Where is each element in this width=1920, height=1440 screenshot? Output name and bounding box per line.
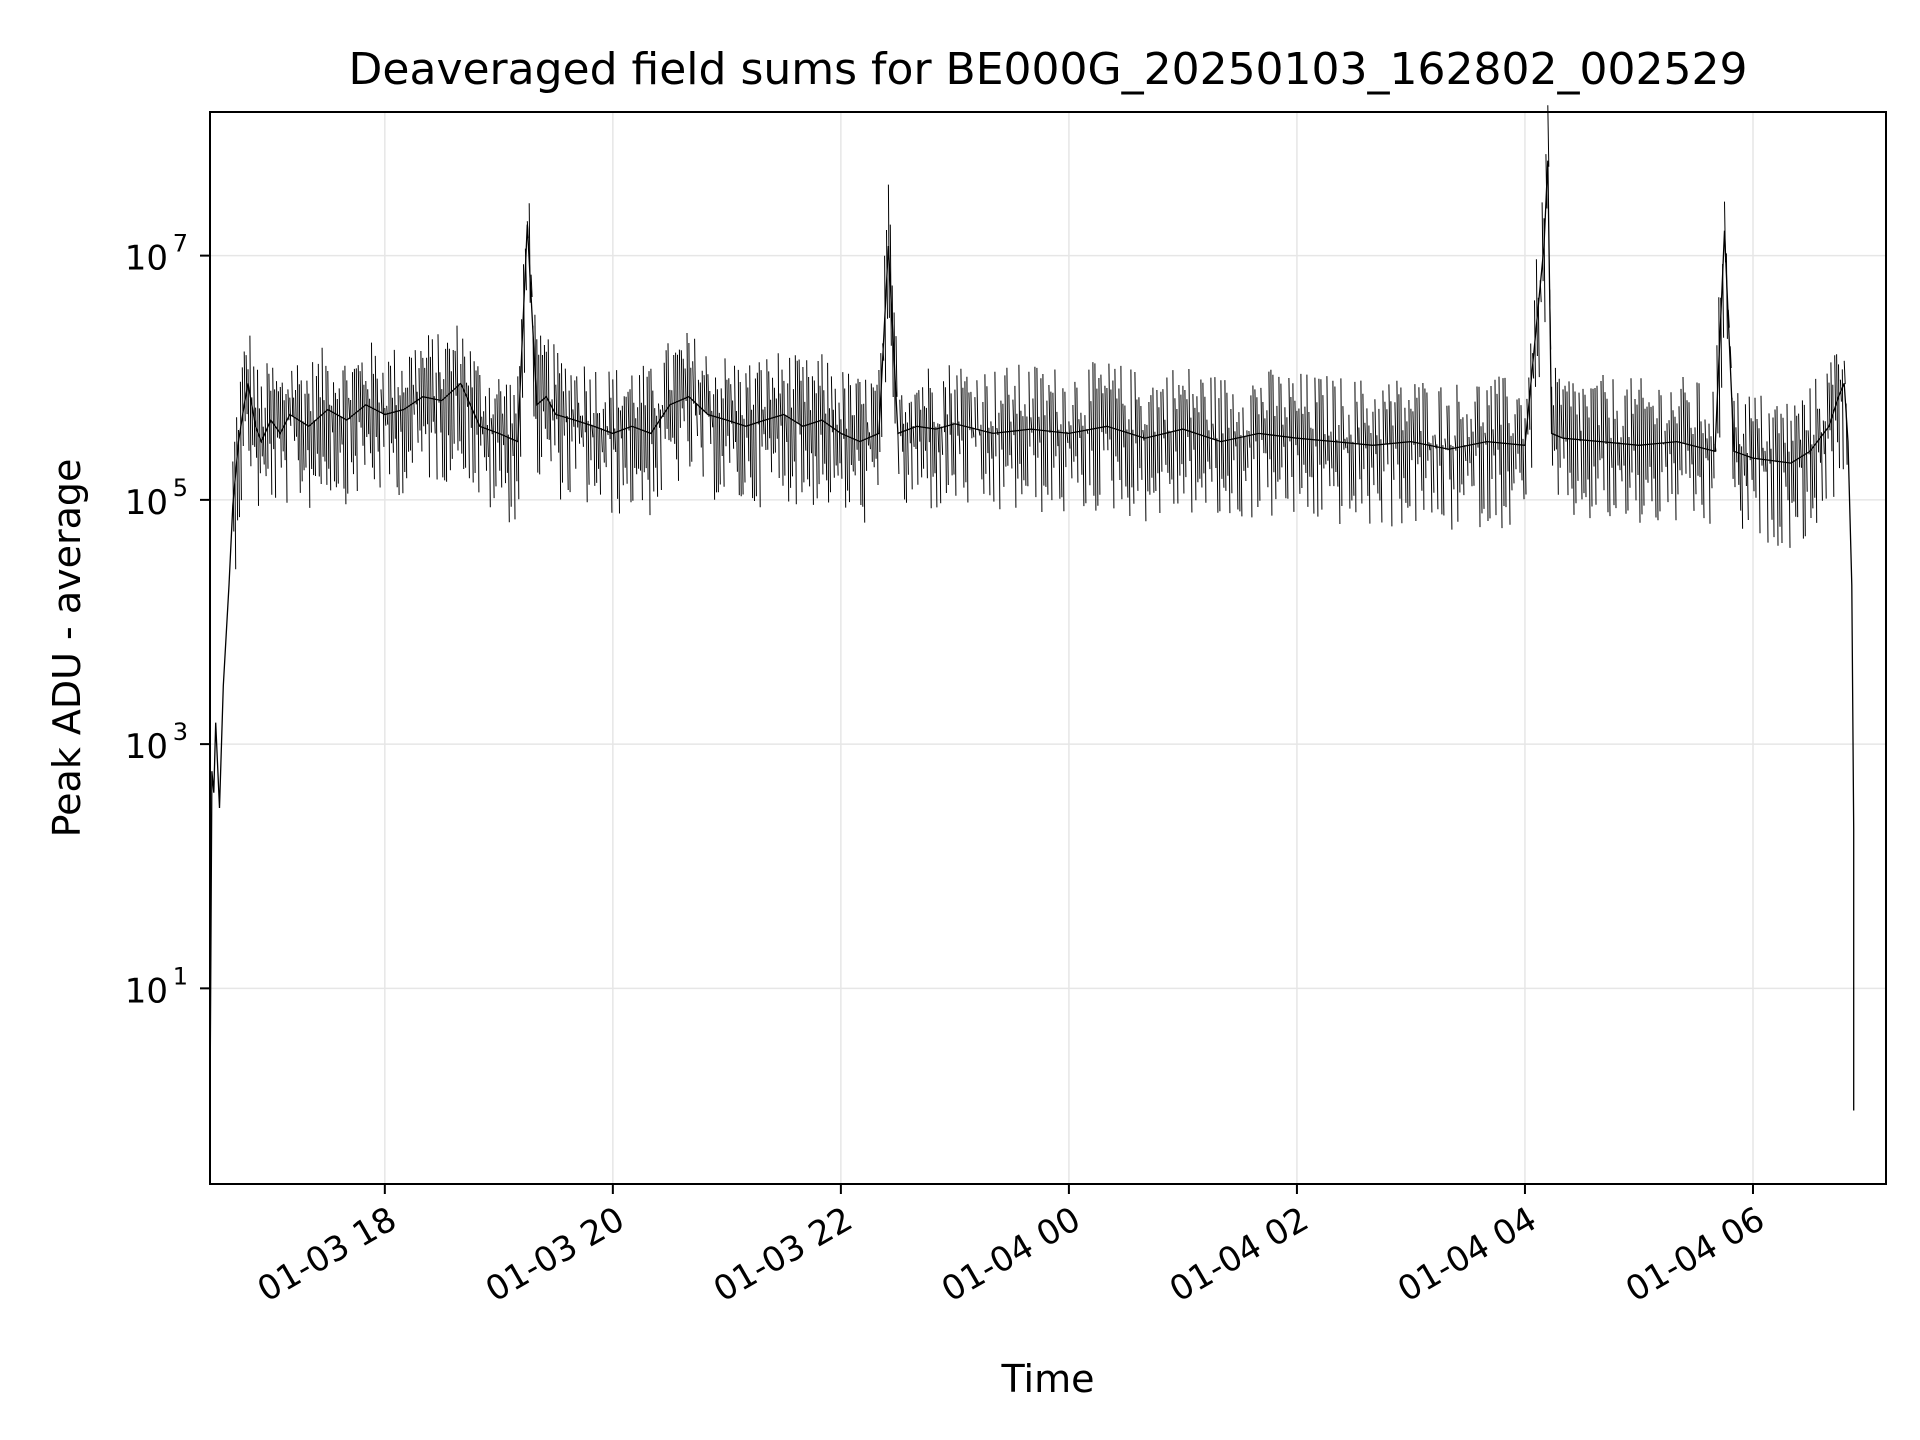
x-axis-label: Time bbox=[1001, 1357, 1095, 1401]
y-tick-exponent: 5 bbox=[173, 474, 188, 502]
plot-frame bbox=[209, 111, 1887, 1185]
chart-title: Deaveraged field sums for BE000G_2025010… bbox=[349, 44, 1748, 95]
y-tick-label: 10 bbox=[125, 483, 168, 523]
series-line bbox=[209, 160, 1855, 1111]
grid-lines bbox=[210, 112, 1886, 1184]
y-tick-exponent: 3 bbox=[173, 718, 188, 746]
y-tick-label: 10 bbox=[125, 727, 168, 767]
y-tick-exponent: 1 bbox=[173, 962, 188, 990]
y-axis-label: Peak ADU - average bbox=[45, 459, 89, 838]
y-tick-label: 10 bbox=[125, 971, 168, 1011]
y-tick-label: 10 bbox=[125, 239, 168, 279]
y-tick-exponent: 7 bbox=[173, 230, 188, 258]
